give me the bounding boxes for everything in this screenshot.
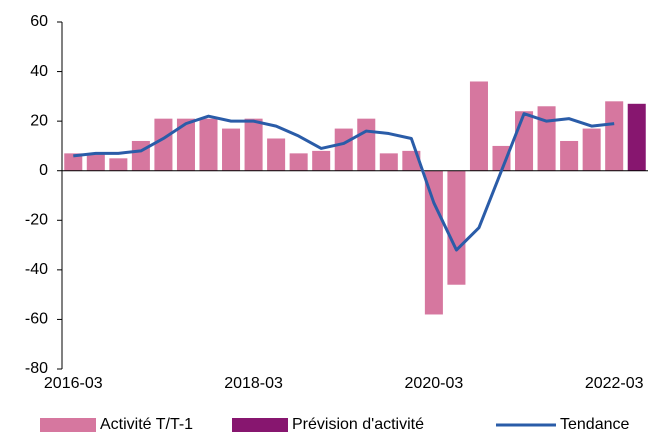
bar: [447, 170, 466, 285]
bar: [605, 101, 624, 171]
bar: [537, 106, 556, 171]
y-tick-label: 0: [39, 162, 48, 179]
y-tick-label: -60: [25, 311, 48, 328]
x-tick-label: 2022-03: [585, 375, 644, 392]
bar: [424, 170, 443, 315]
y-tick-label: -40: [25, 261, 48, 278]
bar: [627, 103, 646, 171]
legend-label: Activité T/T-1: [100, 416, 193, 433]
bar: [560, 140, 579, 171]
bar: [515, 111, 534, 171]
legend-swatch: [40, 418, 96, 432]
y-tick-label: 60: [30, 13, 48, 30]
bar: [131, 140, 150, 171]
bar: [109, 158, 128, 171]
bar: [379, 153, 398, 171]
bar: [267, 138, 286, 171]
bar: [176, 118, 195, 171]
bar: [199, 118, 218, 171]
trend-line: [73, 112, 615, 252]
bar: [334, 128, 353, 171]
bar: [289, 153, 308, 171]
bar: [86, 153, 105, 171]
bar: [357, 118, 376, 171]
bar: [244, 118, 263, 171]
bar: [222, 128, 241, 171]
bar: [312, 150, 331, 171]
x-tick-label: 2018-03: [224, 375, 283, 392]
legend-label: Prévision d'activité: [292, 416, 424, 433]
bar: [64, 153, 83, 171]
bar: [582, 128, 601, 171]
x-tick-label: 2020-03: [405, 375, 464, 392]
bar: [492, 145, 511, 171]
y-tick-label: 20: [30, 112, 48, 129]
x-tick-label: 2016-03: [44, 375, 103, 392]
bar: [469, 81, 488, 171]
legend-swatch: [232, 418, 288, 432]
y-tick-label: 40: [30, 63, 48, 80]
legend-label: Tendance: [560, 416, 629, 433]
y-tick-label: -20: [25, 212, 48, 229]
y-tick-label: -80: [25, 360, 48, 377]
bar: [154, 118, 173, 171]
